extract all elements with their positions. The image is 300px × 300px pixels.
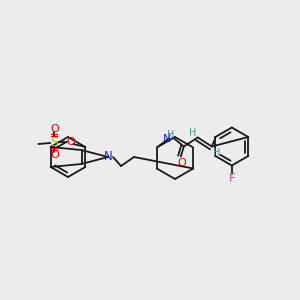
Text: H: H bbox=[213, 148, 220, 158]
Text: O: O bbox=[50, 124, 59, 134]
Text: H: H bbox=[167, 130, 175, 140]
Text: N: N bbox=[103, 151, 112, 164]
Text: O: O bbox=[50, 150, 59, 160]
Text: N: N bbox=[163, 134, 171, 145]
Text: F: F bbox=[229, 172, 235, 185]
Text: O: O bbox=[177, 158, 186, 167]
Text: H: H bbox=[189, 128, 196, 137]
Text: S: S bbox=[50, 136, 58, 148]
Text: O: O bbox=[66, 137, 75, 147]
